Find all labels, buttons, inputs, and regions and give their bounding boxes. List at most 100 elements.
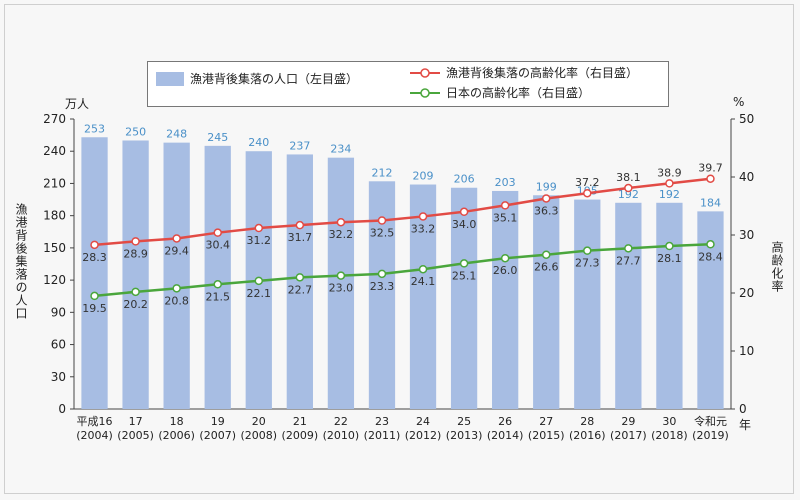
left-tick-label: 120 — [43, 273, 66, 287]
x-tick-label-era: 30 — [662, 415, 676, 428]
x-tick-label-era: 23 — [375, 415, 389, 428]
japan-aging-rate-value-label: 23.3 — [370, 280, 395, 293]
x-tick-label-year: (2012) — [405, 429, 442, 442]
japan-aging-rate-point — [377, 269, 387, 279]
japan-aging-rate-point — [131, 287, 140, 297]
x-tick-label-era: 26 — [498, 415, 512, 428]
japan-aging-rate-point — [418, 264, 428, 274]
left-tick-label: 270 — [43, 112, 66, 126]
population-bar — [492, 190, 519, 409]
aging-rate-value-label: 37.2 — [575, 176, 600, 189]
japan-aging-rate-line — [94, 243, 711, 298]
japan-aging-rate-value-label: 23.0 — [329, 282, 354, 295]
aging-rate-value-label: 33.2 — [411, 222, 436, 235]
aging-rate-point — [665, 179, 674, 188]
japan-aging-rate-point — [295, 273, 305, 282]
japan-aging-rate-value-label: 21.5 — [205, 290, 230, 303]
x-tick-label-year: (2015) — [528, 429, 565, 442]
x-tick-label-year: (2005) — [117, 429, 154, 442]
japan-aging-rate-point — [90, 291, 99, 301]
right-tick-label: 40 — [739, 170, 754, 184]
right-tick-label: 0 — [739, 402, 747, 416]
japan-aging-rate-value-label: 22.7 — [288, 283, 313, 296]
population-value-label: 209 — [413, 170, 434, 183]
population-value-label: 199 — [536, 180, 557, 193]
aging-rate-value-label: 34.0 — [452, 218, 477, 231]
aging-rate-point — [500, 201, 510, 210]
left-tick-label: 60 — [51, 338, 66, 352]
x-tick-label-era: 22 — [334, 415, 348, 428]
population-bar — [450, 187, 478, 409]
right-tick-label: 10 — [739, 344, 754, 358]
legend: 漁港背後集落の人口（左目盛） 漁港背後集落の高齢化率（右目盛） 日本の高齢化率（… — [147, 61, 669, 107]
aging-rate-value-label: 28.9 — [123, 247, 148, 260]
population-value-label: 184 — [700, 196, 721, 209]
x-tick-label-era: 25 — [457, 415, 471, 428]
x-tick-label-year: (2011) — [364, 429, 401, 442]
japan-aging-rate-value-label: 20.2 — [123, 298, 148, 311]
left-tick-label: 150 — [43, 241, 66, 255]
chart-frame: 0 30 60 90 120 150 180 210 240 270 0 10 20 30 40 50 253 2… — [4, 4, 794, 494]
x-tick-label-year: (2019) — [692, 429, 729, 442]
aging-rate-point — [583, 188, 592, 198]
population-bar — [574, 199, 601, 409]
population-value-label: 253 — [84, 122, 105, 135]
aging-rate-point — [172, 234, 181, 243]
x-tick-label-era: 平成16 — [77, 415, 113, 428]
population-bar — [163, 142, 190, 409]
aging-rate-value-label: 28.3 — [82, 251, 107, 264]
x-tick-label-year: (2018) — [651, 429, 688, 442]
aging-rate-point — [459, 207, 469, 217]
legend-aging-label: 漁港背後集落の高齢化率（右目盛） — [446, 66, 639, 80]
x-tick-label-year: (2006) — [158, 429, 195, 442]
x-tick-label-year: (2014) — [487, 429, 524, 442]
population-bar — [286, 154, 313, 409]
aging-rate-value-label: 39.7 — [698, 162, 723, 175]
left-tick-label: 30 — [51, 370, 66, 384]
legend-japan-label: 日本の高齢化率（右目盛） — [446, 86, 591, 100]
japan-aging-rate-value-label: 28.4 — [698, 250, 723, 263]
japan-aging-rate-point — [583, 246, 592, 255]
population-value-label: 250 — [125, 125, 146, 138]
japan-aging-rate-point — [665, 241, 674, 251]
x-tick-label-year: (2013) — [446, 429, 483, 442]
population-bar — [615, 202, 642, 409]
aging-rate-value-label: 35.1 — [493, 211, 518, 224]
japan-aging-rate-point — [706, 240, 715, 249]
aging-rate-point — [541, 194, 551, 203]
population-bar — [368, 181, 396, 409]
aging-rate-point — [254, 223, 264, 233]
aging-rate-value-label: 32.5 — [370, 227, 395, 240]
right-unit-label: % — [733, 95, 745, 109]
aging-rate-value-label: 36.3 — [534, 204, 559, 217]
japan-aging-rate-value-label: 26.0 — [493, 264, 518, 277]
x-tick-label-era: 29 — [621, 415, 635, 428]
aging-rate-point — [418, 212, 428, 221]
aging-rate-line — [94, 177, 711, 247]
x-tick-label-era: 20 — [252, 415, 266, 428]
population-value-label: 240 — [248, 136, 269, 149]
x-tick-label-year: (2010) — [323, 429, 360, 442]
population-value-label: 245 — [207, 131, 228, 144]
left-tick-label: 90 — [51, 305, 66, 319]
aging-rate-point — [295, 220, 305, 230]
japan-aging-rate-value-label: 27.7 — [616, 254, 641, 267]
legend-aging-swatch — [410, 68, 440, 78]
left-unit-label: 万人 — [65, 97, 90, 111]
x-tick-label-year: (2017) — [610, 429, 647, 442]
x-tick-label-era: 令和元 — [694, 414, 727, 428]
japan-aging-rate-point — [541, 250, 551, 259]
aging-rate-point — [131, 237, 140, 246]
japan-aging-rate-point — [254, 276, 264, 286]
x-tick-label-era: 19 — [211, 415, 225, 428]
japan-aging-rate-value-label: 22.1 — [247, 287, 272, 300]
x-tick-label-era: 21 — [293, 415, 307, 428]
aging-rate-point — [624, 183, 633, 193]
japan-aging-rate-point — [213, 280, 222, 289]
aging-rate-point — [377, 216, 387, 225]
population-bar — [533, 195, 560, 409]
population-bar — [409, 184, 437, 409]
aging-rate-value-label: 31.7 — [288, 231, 313, 244]
left-tick-label: 180 — [43, 209, 66, 223]
